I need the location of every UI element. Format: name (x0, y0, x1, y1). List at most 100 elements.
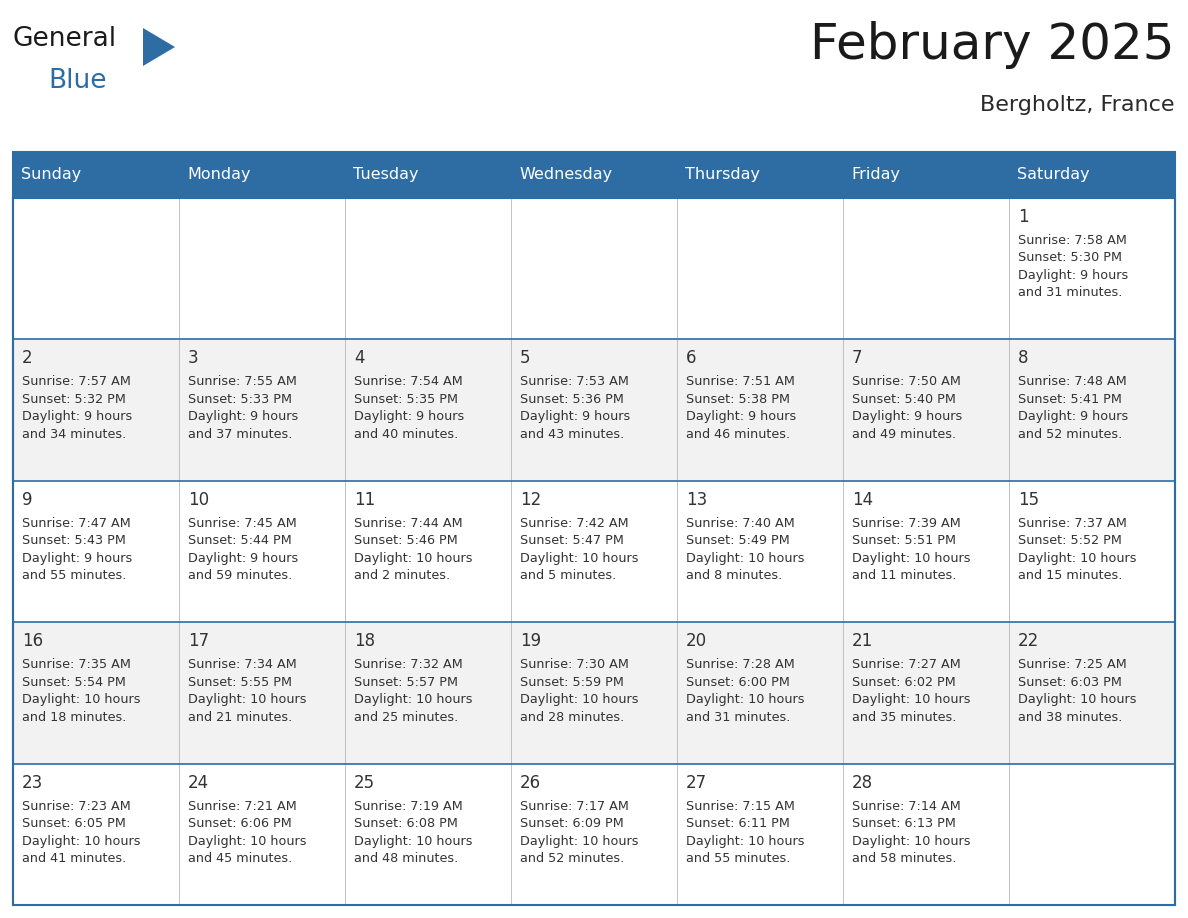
Text: Sunset: 6:09 PM: Sunset: 6:09 PM (520, 817, 624, 830)
Bar (677, 622, 843, 764)
Bar (1009, 340, 1175, 481)
Text: Sunday: Sunday (21, 167, 81, 183)
Text: Sunrise: 7:15 AM: Sunrise: 7:15 AM (685, 800, 795, 812)
Text: Sunset: 5:30 PM: Sunset: 5:30 PM (1018, 252, 1121, 264)
Text: and 35 minutes.: and 35 minutes. (852, 711, 956, 723)
Text: Daylight: 10 hours: Daylight: 10 hours (354, 834, 473, 847)
Text: Sunset: 6:08 PM: Sunset: 6:08 PM (354, 817, 457, 830)
Text: and 59 minutes.: and 59 minutes. (188, 569, 292, 582)
Text: Daylight: 10 hours: Daylight: 10 hours (520, 552, 638, 565)
Text: Sunrise: 7:37 AM: Sunrise: 7:37 AM (1018, 517, 1127, 530)
Text: Sunset: 5:55 PM: Sunset: 5:55 PM (188, 676, 292, 688)
Text: and 55 minutes.: and 55 minutes. (685, 852, 790, 865)
Bar (345, 340, 511, 481)
Text: Sunrise: 7:58 AM: Sunrise: 7:58 AM (1018, 234, 1127, 247)
Bar (843, 481, 1009, 622)
Text: 3: 3 (188, 350, 198, 367)
Text: Daylight: 10 hours: Daylight: 10 hours (354, 693, 473, 706)
Text: Sunrise: 7:51 AM: Sunrise: 7:51 AM (685, 375, 795, 388)
Text: 5: 5 (520, 350, 531, 367)
Text: and 34 minutes.: and 34 minutes. (23, 428, 126, 441)
Text: and 31 minutes.: and 31 minutes. (685, 711, 790, 723)
Text: and 28 minutes.: and 28 minutes. (520, 711, 624, 723)
Text: Daylight: 10 hours: Daylight: 10 hours (520, 693, 638, 706)
Text: Sunrise: 7:25 AM: Sunrise: 7:25 AM (1018, 658, 1126, 671)
Text: Daylight: 10 hours: Daylight: 10 hours (188, 693, 307, 706)
Text: Daylight: 9 hours: Daylight: 9 hours (354, 410, 465, 423)
Bar (843, 622, 1009, 764)
Text: Sunset: 5:46 PM: Sunset: 5:46 PM (354, 534, 457, 547)
Bar (511, 481, 677, 622)
Text: Daylight: 9 hours: Daylight: 9 hours (685, 410, 796, 423)
Text: Sunrise: 7:39 AM: Sunrise: 7:39 AM (852, 517, 961, 530)
Text: Thursday: Thursday (685, 167, 760, 183)
Text: 26: 26 (520, 774, 541, 791)
Text: Sunrise: 7:48 AM: Sunrise: 7:48 AM (1018, 375, 1126, 388)
Text: Monday: Monday (187, 167, 251, 183)
Text: Sunset: 5:40 PM: Sunset: 5:40 PM (852, 393, 956, 406)
Bar (179, 198, 345, 340)
Text: and 40 minutes.: and 40 minutes. (354, 428, 459, 441)
Text: Sunrise: 7:40 AM: Sunrise: 7:40 AM (685, 517, 795, 530)
Text: Sunrise: 7:30 AM: Sunrise: 7:30 AM (520, 658, 628, 671)
Text: Sunset: 6:02 PM: Sunset: 6:02 PM (852, 676, 956, 688)
Text: Friday: Friday (851, 167, 901, 183)
Text: and 52 minutes.: and 52 minutes. (520, 852, 624, 865)
Text: Sunset: 5:38 PM: Sunset: 5:38 PM (685, 393, 790, 406)
Bar (345, 481, 511, 622)
Text: 23: 23 (23, 774, 43, 791)
Text: Daylight: 9 hours: Daylight: 9 hours (188, 552, 298, 565)
Text: and 37 minutes.: and 37 minutes. (188, 428, 292, 441)
Text: and 45 minutes.: and 45 minutes. (188, 852, 292, 865)
Text: General: General (13, 26, 118, 52)
Text: 28: 28 (852, 774, 873, 791)
Bar (511, 152, 677, 198)
Text: and 46 minutes.: and 46 minutes. (685, 428, 790, 441)
Bar (345, 622, 511, 764)
Text: Sunset: 5:41 PM: Sunset: 5:41 PM (1018, 393, 1121, 406)
Bar (677, 481, 843, 622)
Text: 27: 27 (685, 774, 707, 791)
Text: 7: 7 (852, 350, 862, 367)
Text: Sunset: 5:59 PM: Sunset: 5:59 PM (520, 676, 624, 688)
Polygon shape (143, 28, 175, 66)
Bar (511, 622, 677, 764)
Text: 24: 24 (188, 774, 209, 791)
Text: Daylight: 10 hours: Daylight: 10 hours (685, 834, 804, 847)
Text: Blue: Blue (48, 68, 107, 94)
Text: 1: 1 (1018, 208, 1029, 226)
Text: Tuesday: Tuesday (353, 167, 418, 183)
Bar (511, 340, 677, 481)
Text: 18: 18 (354, 633, 375, 650)
Text: Sunset: 5:32 PM: Sunset: 5:32 PM (23, 393, 126, 406)
Text: and 11 minutes.: and 11 minutes. (852, 569, 956, 582)
Text: and 18 minutes.: and 18 minutes. (23, 711, 126, 723)
Text: and 15 minutes.: and 15 minutes. (1018, 569, 1123, 582)
Text: 10: 10 (188, 491, 209, 509)
Text: Daylight: 9 hours: Daylight: 9 hours (520, 410, 631, 423)
Text: Sunset: 5:35 PM: Sunset: 5:35 PM (354, 393, 459, 406)
Text: 19: 19 (520, 633, 541, 650)
Bar (677, 340, 843, 481)
Text: Sunrise: 7:47 AM: Sunrise: 7:47 AM (23, 517, 131, 530)
Text: Sunset: 5:52 PM: Sunset: 5:52 PM (1018, 534, 1121, 547)
Text: Bergholtz, France: Bergholtz, France (980, 95, 1175, 115)
Text: Daylight: 10 hours: Daylight: 10 hours (852, 834, 971, 847)
Bar (843, 764, 1009, 905)
Text: Sunrise: 7:32 AM: Sunrise: 7:32 AM (354, 658, 463, 671)
Text: and 55 minutes.: and 55 minutes. (23, 569, 126, 582)
Text: Sunset: 5:44 PM: Sunset: 5:44 PM (188, 534, 292, 547)
Text: Daylight: 10 hours: Daylight: 10 hours (23, 834, 140, 847)
Text: Sunrise: 7:45 AM: Sunrise: 7:45 AM (188, 517, 297, 530)
Text: and 43 minutes.: and 43 minutes. (520, 428, 624, 441)
Text: 22: 22 (1018, 633, 1040, 650)
Bar (1009, 152, 1175, 198)
Text: 6: 6 (685, 350, 696, 367)
Text: Sunrise: 7:17 AM: Sunrise: 7:17 AM (520, 800, 628, 812)
Text: and 52 minutes.: and 52 minutes. (1018, 428, 1123, 441)
Text: Sunset: 5:47 PM: Sunset: 5:47 PM (520, 534, 624, 547)
Text: Daylight: 10 hours: Daylight: 10 hours (685, 552, 804, 565)
Text: 9: 9 (23, 491, 32, 509)
Bar (1009, 622, 1175, 764)
Text: Sunset: 6:05 PM: Sunset: 6:05 PM (23, 817, 126, 830)
